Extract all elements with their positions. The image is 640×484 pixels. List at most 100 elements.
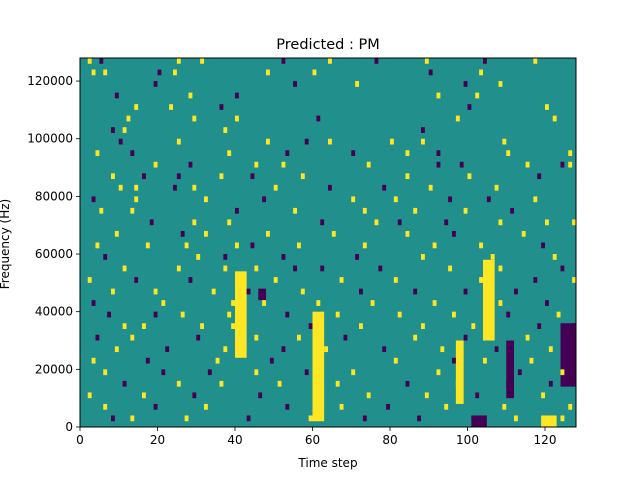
heatmap-cell (188, 92, 193, 99)
heatmap-cell (432, 300, 437, 306)
heatmap-cell (463, 334, 468, 341)
heatmap-cell (533, 58, 538, 64)
heatmap-cell (192, 219, 197, 226)
y-tick-label: 100000 (27, 132, 73, 146)
heatmap-cell (436, 150, 441, 157)
heatmap-cell (277, 380, 282, 387)
axes-frame (79, 57, 577, 428)
heatmap-cell (87, 392, 92, 399)
heatmap-cell (111, 127, 115, 133)
heatmap-cell (130, 150, 135, 157)
heatmap-cell (134, 196, 139, 203)
heatmap-cell (421, 323, 425, 329)
heatmap-cell (552, 254, 557, 260)
heatmap-cell (262, 300, 267, 306)
heatmap-block (483, 259, 495, 341)
heatmap-cell (362, 242, 367, 249)
heatmap-cell (235, 92, 239, 99)
heatmap-cell (204, 230, 208, 237)
heatmap-cell (320, 265, 325, 272)
heatmap-cell (266, 230, 270, 237)
heatmap-cell (440, 346, 445, 353)
heatmap-cell (111, 173, 115, 180)
heatmap-cell (91, 300, 96, 306)
y-axis-label: Frequency (Hz) (0, 199, 12, 290)
heatmap-cell (262, 196, 267, 203)
heatmap-cell (99, 207, 104, 214)
heatmap-cell (568, 403, 573, 410)
heatmap-cell (161, 369, 166, 376)
heatmap-cell (506, 380, 511, 387)
heatmap-cell (525, 334, 530, 341)
heatmap-cell (250, 242, 255, 249)
heatmap-cell (153, 311, 158, 318)
heatmap-cell (452, 357, 456, 364)
heatmap-cell (91, 69, 96, 76)
heatmap-cell (455, 380, 460, 387)
heatmap-cell (506, 311, 511, 318)
heatmap-cell (196, 334, 201, 341)
heatmap-cell (266, 138, 270, 145)
heatmap-cell (366, 392, 371, 399)
heatmap-cell (91, 357, 96, 364)
heatmap-cell (176, 58, 181, 64)
heatmap-cell (432, 242, 437, 249)
heatmap-cell (223, 265, 228, 272)
heatmap-block (471, 415, 487, 427)
heatmap-cell (452, 311, 456, 318)
heatmap-cell (153, 161, 158, 168)
heatmap-cell (161, 300, 166, 306)
heatmap-cell (413, 207, 418, 214)
heatmap-cell (95, 242, 100, 249)
heatmap-cell (502, 403, 507, 410)
x-tick-label: 60 (305, 433, 320, 447)
heatmap-cell (165, 346, 170, 353)
heatmap-cell (506, 150, 511, 157)
heatmap-cell (285, 150, 290, 157)
heatmap-cell (471, 323, 476, 329)
heatmap-cell (498, 300, 503, 306)
heatmap-cell (235, 115, 239, 122)
heatmap-cell (176, 380, 181, 387)
x-axis: 0 20 40 60 80 100 120 (76, 427, 556, 447)
heatmap-cell (149, 219, 154, 226)
x-tick-label: 40 (227, 433, 242, 447)
heatmap-cell (572, 219, 577, 226)
heatmap-cell (483, 58, 487, 64)
heatmap-cell (421, 138, 425, 145)
heatmap-cell (444, 219, 449, 226)
heatmap-cell (134, 184, 139, 191)
heatmap-cell (281, 346, 286, 353)
heatmap-cell (366, 161, 371, 168)
heatmap-cell (130, 207, 135, 214)
heatmap-cell (227, 311, 232, 318)
heatmap-cell (235, 277, 239, 283)
heatmap-block (541, 415, 557, 427)
heatmap-cell (227, 219, 232, 226)
heatmap-cell (254, 161, 259, 168)
heatmap-cell (397, 311, 402, 318)
heatmap-cell (545, 104, 549, 110)
heatmap-cell (328, 138, 332, 145)
heatmap-cell (192, 115, 197, 122)
heatmap-cell (134, 104, 139, 110)
heatmap-cell (312, 69, 317, 76)
x-tick-label: 120 (534, 433, 557, 447)
heatmap-cell (266, 69, 270, 76)
heatmap-cell (235, 207, 239, 214)
heatmap-cell (471, 415, 476, 422)
heatmap-cell (393, 277, 398, 283)
heatmap-cell (320, 219, 325, 226)
heatmap-block (258, 288, 266, 301)
heatmap-cell (223, 254, 228, 260)
heatmap-cell (215, 357, 220, 364)
heatmap-cell (490, 254, 495, 260)
heatmap-cell (250, 173, 255, 180)
heatmap-cell (428, 69, 433, 76)
heatmap-cell (316, 357, 321, 364)
heatmap-cell (95, 334, 100, 341)
heatmap-cell (103, 254, 108, 260)
heatmap-cell (180, 230, 185, 237)
heatmap-cell (552, 115, 557, 122)
heatmap-cell (362, 207, 367, 214)
